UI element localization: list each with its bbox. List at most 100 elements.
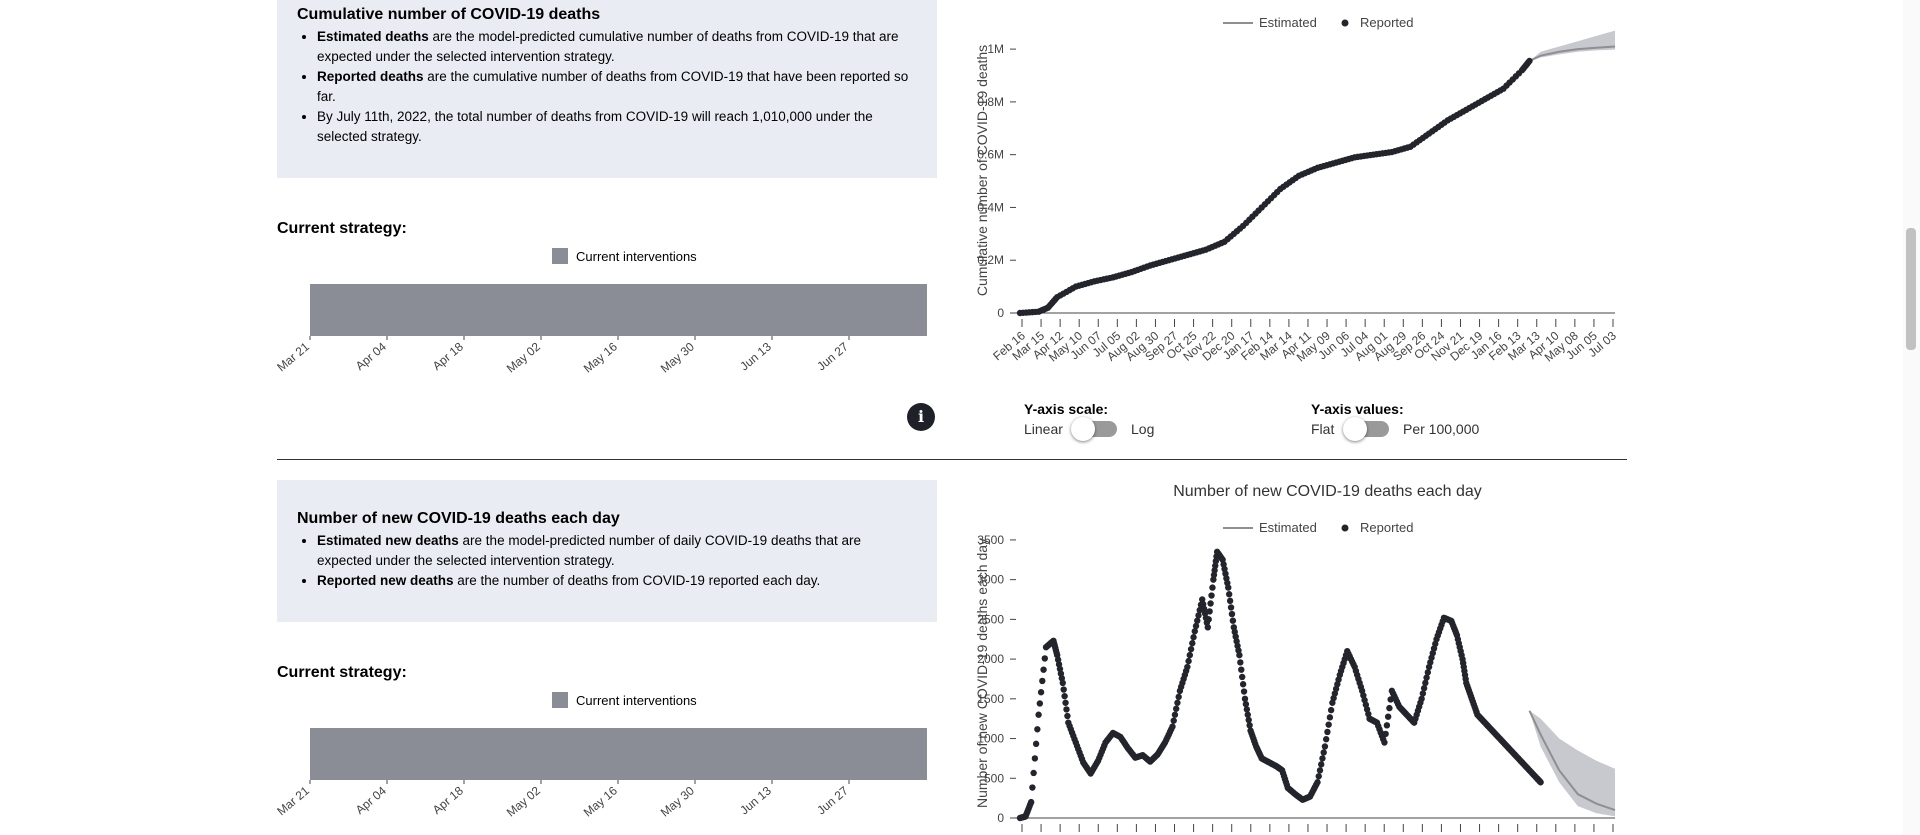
reported-point xyxy=(1315,773,1322,780)
scrollbar-track[interactable] xyxy=(1903,0,1920,835)
reported-point xyxy=(1229,617,1237,624)
reported-point xyxy=(1041,655,1048,662)
reported-point xyxy=(1238,666,1245,673)
reported-point xyxy=(1243,706,1251,713)
daily-panel-title: Number of new COVID-19 deaths each day xyxy=(297,510,620,527)
reported-point xyxy=(1240,688,1248,695)
reported-point xyxy=(1246,722,1253,729)
reported-point xyxy=(1383,722,1391,729)
yaxis-values-toggle-knob[interactable] xyxy=(1343,417,1367,441)
strategy-timeline-bar-2[interactable] xyxy=(310,728,927,780)
estimated-band xyxy=(1529,710,1615,817)
reported-point xyxy=(1062,699,1069,706)
reported-point xyxy=(1424,669,1432,676)
timeline1-tick-label-0: Mar 21 xyxy=(274,339,312,374)
timeline1-tick-label-7: Jun 27 xyxy=(814,339,851,373)
reported-series xyxy=(1016,57,1533,317)
strategy-timeline-bar[interactable] xyxy=(310,284,927,336)
current-interventions-swatch-2 xyxy=(552,692,568,708)
reported-point xyxy=(1063,706,1070,713)
bullet-total-projection: By July 11th, 2022, the total number of … xyxy=(317,107,917,147)
reported-point xyxy=(1241,695,1249,703)
legend-reported-dot xyxy=(1341,19,1349,27)
reported-point xyxy=(1039,677,1046,685)
reported-point xyxy=(1320,749,1327,756)
y-tick-label-0: 0 xyxy=(997,811,1004,825)
reported-point xyxy=(1037,689,1045,696)
yaxis-values-per100k-label: Per 100,000 xyxy=(1403,421,1480,437)
reported-point xyxy=(1382,730,1389,738)
reported-point xyxy=(1064,712,1071,720)
yaxis-scale-toggle[interactable] xyxy=(1071,417,1117,441)
reported-point xyxy=(1169,723,1176,730)
cumulative-panel-title: Cumulative number of COVID-19 deaths xyxy=(297,6,601,23)
reported-point xyxy=(1236,651,1243,659)
reported-point xyxy=(1227,604,1235,611)
reported-point xyxy=(1244,711,1251,718)
reported-point xyxy=(1036,700,1044,707)
yaxis-values-title: Y-axis values: xyxy=(1311,401,1404,417)
strategy-timeline-axis-2: Mar 21 Apr 04 Apr 18 May 02 May 16 May 30 Jun … xyxy=(274,780,851,820)
bullet-estimated-new-deaths: Estimated new deaths are the model-predi… xyxy=(317,531,917,571)
reported-point xyxy=(1326,714,1334,721)
legend-estimated-label: Estimated xyxy=(1259,15,1317,30)
daily-deaths-chart[interactable]: Number of new COVID-19 deaths each day Es… xyxy=(960,470,1630,835)
reported-point xyxy=(1206,608,1213,615)
reported-point xyxy=(1035,711,1042,718)
reported-point xyxy=(1419,690,1427,697)
y-axis-label: Number of new COVID-19 deaths each day xyxy=(974,538,990,808)
bullet-estimated-deaths: Estimated deaths are the model-predicted… xyxy=(317,27,917,67)
timeline2-tick-label-1: Apr 04 xyxy=(353,783,389,817)
reported-point xyxy=(1171,711,1179,718)
y-tick-label-5: 2500 xyxy=(977,612,1004,626)
reported-point xyxy=(1324,728,1331,736)
timeline2-tick-label-6: Jun 13 xyxy=(737,783,774,817)
reported-point xyxy=(1386,704,1393,712)
reported-point xyxy=(1319,755,1326,762)
reported-point xyxy=(1205,616,1212,623)
reported-point xyxy=(1322,736,1330,743)
reported-point xyxy=(1207,600,1214,607)
cumulative-deaths-chart[interactable]: Estimated Reported Cumulative number of CO… xyxy=(960,0,1630,395)
scrollbar-thumb[interactable] xyxy=(1906,228,1916,350)
estimated-line xyxy=(1529,45,1616,62)
yaxis-values-toggle[interactable] xyxy=(1343,417,1389,441)
reported-point xyxy=(1185,657,1192,665)
timeline1-tick-label-6: Jun 13 xyxy=(737,339,774,373)
y-tick-label-4: 0.8M xyxy=(977,95,1004,109)
yaxis-scale-toggle-knob[interactable] xyxy=(1071,417,1095,441)
bullet-reported-new-deaths: Reported new deaths are the number of de… xyxy=(317,571,917,591)
y-tick-label-4: 2000 xyxy=(977,652,1004,666)
reported-point xyxy=(1189,640,1196,647)
y-tick-label-1: 0.2M xyxy=(977,253,1004,267)
daily-bullet-list: Estimated new deaths are the model-predi… xyxy=(297,531,917,591)
y-axis-label: Cumulative number of COVID-19 deaths xyxy=(974,45,990,296)
reported-point xyxy=(1225,591,1233,598)
timeline2-tick-label-3: May 02 xyxy=(504,783,543,819)
reported-point xyxy=(1422,679,1429,687)
reported-point xyxy=(1204,624,1211,631)
timeline2-tick-label-2: Apr 18 xyxy=(430,783,466,817)
reported-point xyxy=(1030,769,1037,777)
strategy-heading: Current strategy: xyxy=(277,220,407,237)
reported-point xyxy=(1195,612,1202,619)
reported-point xyxy=(1316,767,1324,774)
daily-info-panel: Number of new COVID-19 deaths each day E… xyxy=(277,480,937,622)
reported-point xyxy=(1187,645,1195,653)
timeline1-tick-label-1: Apr 04 xyxy=(353,339,389,373)
current-interventions-legend-2: Current interventions xyxy=(576,693,697,708)
reported-point xyxy=(1170,717,1177,724)
reported-point xyxy=(1537,779,1544,786)
reported-point xyxy=(1423,674,1430,681)
reported-point xyxy=(1381,739,1388,746)
reported-point xyxy=(1384,713,1392,720)
reported-point xyxy=(1191,628,1198,635)
current-interventions-swatch xyxy=(552,248,568,264)
yaxis-scale-title: Y-axis scale: xyxy=(1024,401,1109,417)
reported-point xyxy=(1190,634,1197,641)
yaxis-scale-log-label: Log xyxy=(1131,421,1155,437)
info-button[interactable]: i xyxy=(907,403,935,431)
reported-point xyxy=(1238,673,1246,681)
reported-point xyxy=(1325,721,1332,728)
reported-series xyxy=(1016,548,1544,822)
